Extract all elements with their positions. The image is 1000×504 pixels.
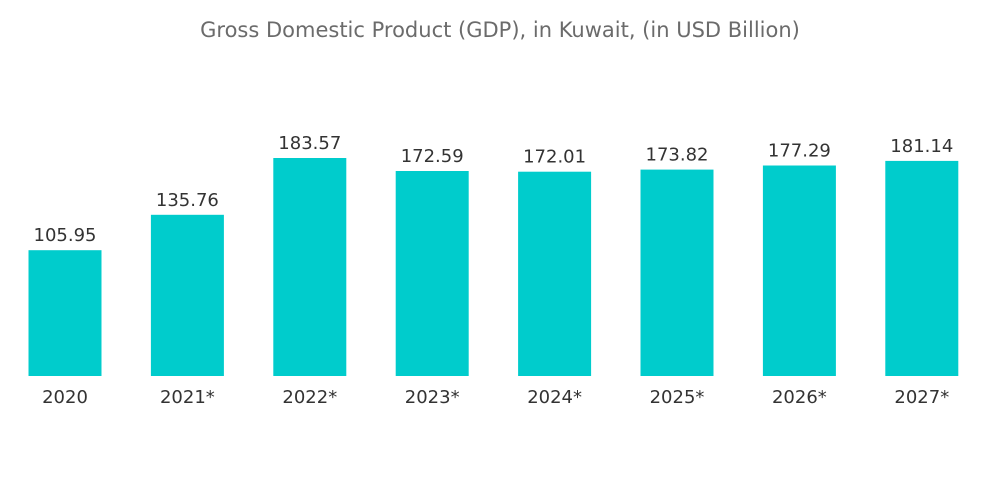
value-label-2026: 177.29 [768, 141, 831, 162]
bar-2027 [885, 160, 959, 376]
value-label-2020: 105.95 [34, 225, 97, 246]
value-label-2027: 181.14 [890, 136, 953, 157]
value-label-2025: 173.82 [646, 145, 709, 166]
value-label-2024: 172.01 [523, 147, 586, 168]
tick-labels-group: 2020 2021* 2022* 2023* 2024* 2025* 2026* 2027* [42, 387, 949, 408]
bar-2023 [395, 171, 469, 376]
bar-2022 [273, 158, 347, 376]
x-tick-label-2024: 2024* [527, 387, 582, 408]
value-label-2021: 135.76 [156, 190, 219, 211]
x-tick-label-2027: 2027* [894, 387, 949, 408]
x-tick-label-2020: 2020 [42, 387, 88, 408]
x-tick-label-2022: 2022* [282, 387, 337, 408]
value-label-2023: 172.59 [401, 146, 464, 167]
x-tick-label-2023: 2023* [405, 387, 460, 408]
x-tick-label-2021: 2021* [160, 387, 215, 408]
x-tick-label-2025: 2025* [650, 387, 705, 408]
bar-2020 [28, 250, 102, 376]
x-tick-label-2026: 2026* [772, 387, 827, 408]
bar-2025 [640, 169, 714, 376]
chart-title: Gross Domestic Product (GDP), in Kuwait,… [200, 18, 800, 42]
value-labels-group: 105.95 135.76 183.57 172.59 172.01 173.82 177.… [34, 133, 954, 246]
bars-group [28, 158, 959, 376]
bar-2024 [518, 171, 592, 376]
bar-2021 [150, 214, 224, 376]
value-label-2022: 183.57 [278, 133, 341, 154]
bar-2026 [762, 165, 836, 376]
